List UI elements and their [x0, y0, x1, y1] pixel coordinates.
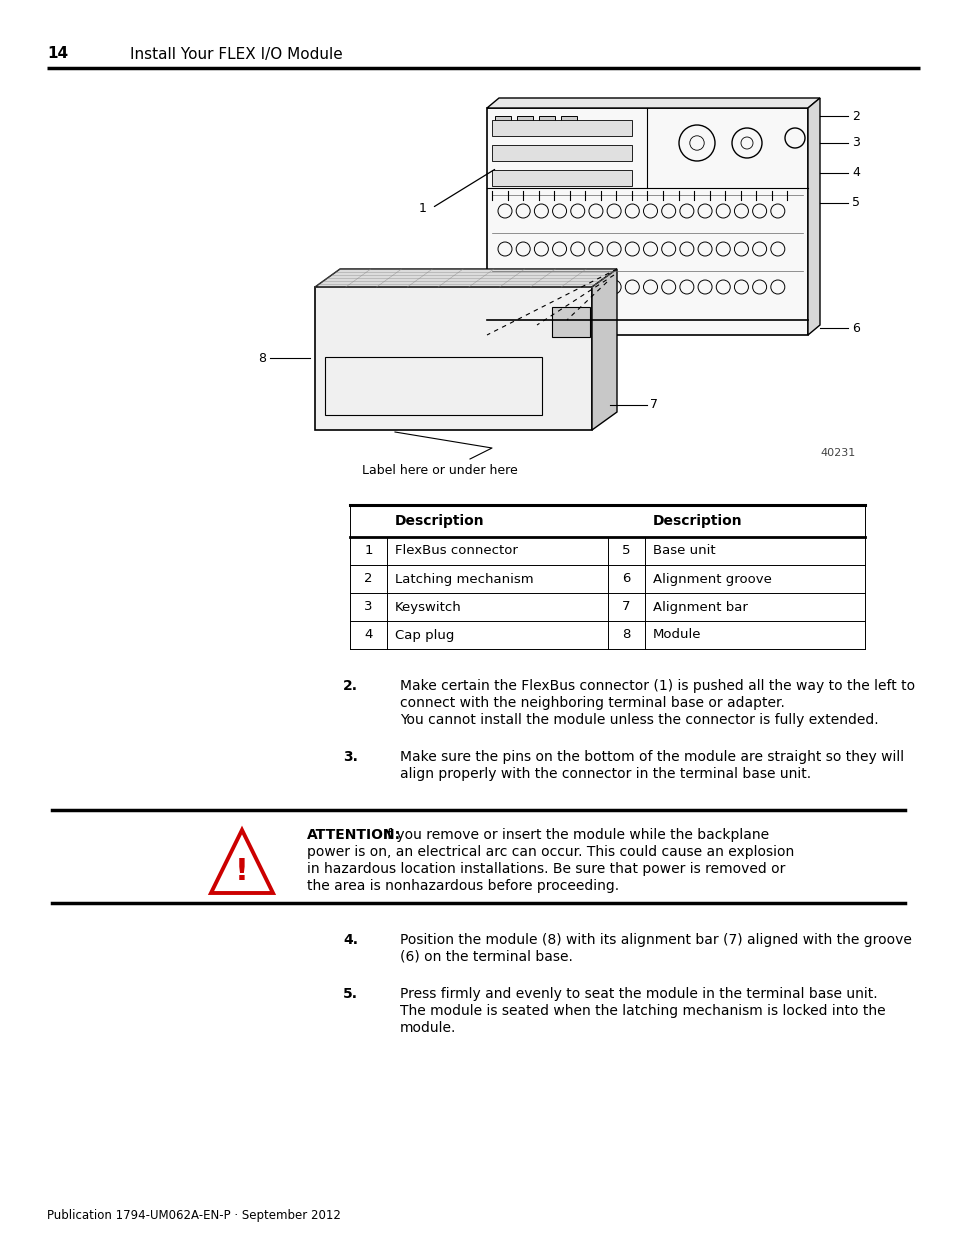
Bar — [325, 357, 541, 415]
Text: You cannot install the module unless the connector is fully extended.: You cannot install the module unless the… — [399, 713, 878, 727]
Text: Latching mechanism: Latching mechanism — [395, 573, 533, 585]
Text: align properly with the connector in the terminal base unit.: align properly with the connector in the… — [399, 767, 810, 781]
Text: 1: 1 — [364, 545, 373, 557]
Text: 2: 2 — [851, 110, 859, 122]
FancyBboxPatch shape — [486, 107, 807, 335]
Text: 6: 6 — [621, 573, 630, 585]
Text: 4.: 4. — [343, 932, 357, 947]
Text: 5: 5 — [621, 545, 630, 557]
Text: 7: 7 — [621, 600, 630, 614]
Text: Module: Module — [652, 629, 700, 641]
Text: 3.: 3. — [343, 750, 357, 764]
Text: 7: 7 — [649, 399, 658, 411]
Text: !: ! — [234, 857, 249, 887]
Text: Make certain the FlexBus connector (1) is pushed all the way to the left to: Make certain the FlexBus connector (1) i… — [399, 679, 914, 693]
Text: 2: 2 — [364, 573, 373, 585]
Text: Description: Description — [652, 514, 741, 529]
FancyBboxPatch shape — [314, 287, 592, 430]
Text: 4: 4 — [364, 629, 373, 641]
Text: Cap plug: Cap plug — [395, 629, 454, 641]
Text: 5.: 5. — [343, 987, 357, 1002]
Bar — [492, 120, 631, 136]
Text: Press firmly and evenly to seat the module in the terminal base unit.: Press firmly and evenly to seat the modu… — [399, 987, 877, 1002]
Polygon shape — [314, 269, 617, 287]
Text: 1: 1 — [418, 201, 427, 215]
Polygon shape — [211, 830, 273, 893]
Bar — [492, 144, 631, 161]
Text: 5: 5 — [851, 196, 859, 210]
Text: The module is seated when the latching mechanism is locked into the: The module is seated when the latching m… — [399, 1004, 884, 1018]
Text: 8: 8 — [621, 629, 630, 641]
Bar — [538, 116, 555, 130]
Text: Make sure the pins on the bottom of the module are straight so they will: Make sure the pins on the bottom of the … — [399, 750, 903, 764]
Text: module.: module. — [399, 1021, 456, 1035]
Bar — [517, 116, 533, 130]
Text: 40231: 40231 — [820, 448, 854, 458]
Text: 2.: 2. — [343, 679, 357, 693]
Text: Publication 1794-UM062A-EN-P · September 2012: Publication 1794-UM062A-EN-P · September… — [47, 1209, 340, 1221]
Text: Install Your FLEX I/O Module: Install Your FLEX I/O Module — [130, 47, 342, 62]
Text: 4: 4 — [851, 167, 859, 179]
Text: Keyswitch: Keyswitch — [395, 600, 461, 614]
Text: the area is nonhazardous before proceeding.: the area is nonhazardous before proceedi… — [307, 879, 618, 893]
Bar — [492, 170, 631, 186]
Text: Label here or under here: Label here or under here — [361, 464, 517, 477]
Text: If you remove or insert the module while the backplane: If you remove or insert the module while… — [382, 827, 768, 842]
Text: 8: 8 — [257, 352, 266, 364]
Polygon shape — [807, 98, 820, 335]
Text: FlexBus connector: FlexBus connector — [395, 545, 517, 557]
Text: ATTENTION:: ATTENTION: — [307, 827, 400, 842]
Text: in hazardous location installations. Be sure that power is removed or: in hazardous location installations. Be … — [307, 862, 784, 876]
Text: Alignment groove: Alignment groove — [652, 573, 771, 585]
Bar — [560, 116, 577, 130]
Text: 3: 3 — [851, 137, 859, 149]
Text: Position the module (8) with its alignment bar (7) aligned with the groove: Position the module (8) with its alignme… — [399, 932, 911, 947]
Text: (6) on the terminal base.: (6) on the terminal base. — [399, 950, 572, 965]
Text: 14: 14 — [47, 47, 68, 62]
Text: 6: 6 — [851, 321, 859, 335]
Bar — [495, 116, 511, 130]
Polygon shape — [592, 269, 617, 430]
Text: Alignment bar: Alignment bar — [652, 600, 747, 614]
Text: Base unit: Base unit — [652, 545, 715, 557]
Text: connect with the neighboring terminal base or adapter.: connect with the neighboring terminal ba… — [399, 697, 784, 710]
Text: Description: Description — [395, 514, 484, 529]
Bar — [552, 308, 589, 337]
Text: power is on, an electrical arc can occur. This could cause an explosion: power is on, an electrical arc can occur… — [307, 845, 794, 860]
Text: 3: 3 — [364, 600, 373, 614]
Polygon shape — [486, 98, 820, 107]
